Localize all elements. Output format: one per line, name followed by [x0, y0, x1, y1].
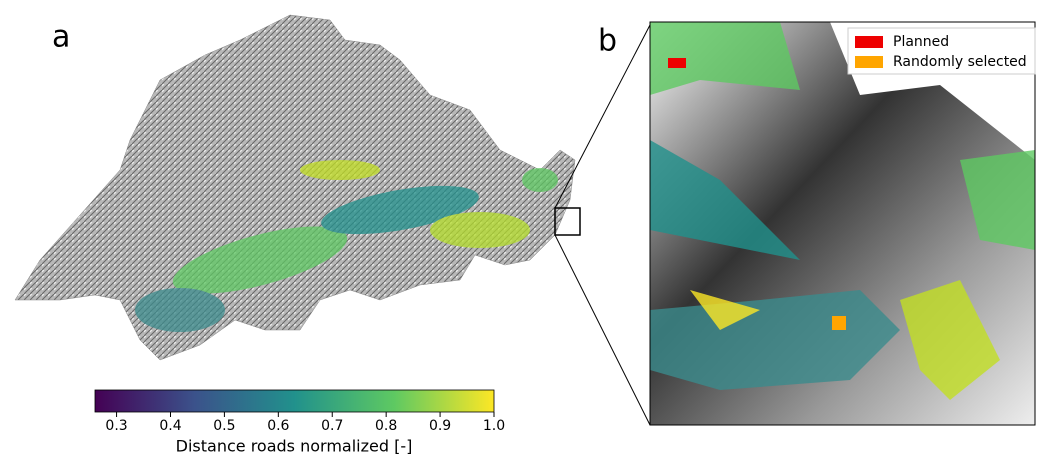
panel-label: a [52, 20, 70, 55]
map-switzerland [15, 15, 575, 360]
colorbar-label: Distance roads normalized [-] [176, 437, 413, 456]
legend-label: Randomly selected [893, 54, 1027, 70]
zoom-map [650, 22, 1035, 425]
x-tick-label: 0.8 [375, 418, 397, 434]
x-tick-label: 0.4 [159, 418, 181, 434]
x-tick-label: 0.3 [105, 418, 127, 434]
legend-swatch [855, 36, 883, 48]
legend-label: Planned [893, 34, 949, 50]
figure: a b Planned Randomly selected Distance ro… [0, 0, 1037, 456]
x-tick-label: 0.6 [267, 418, 289, 434]
panel-label: b [598, 24, 617, 59]
x-tick-label: 0.5 [213, 418, 235, 434]
legend-swatch [855, 56, 883, 68]
x-tick-label: 1.0 [483, 418, 505, 434]
legend: Planned Randomly selected [848, 28, 1035, 74]
zoom-line [555, 235, 650, 425]
x-tick-label: 0.9 [429, 418, 451, 434]
colorbar [95, 390, 494, 412]
x-tick-label: 0.7 [321, 418, 343, 434]
